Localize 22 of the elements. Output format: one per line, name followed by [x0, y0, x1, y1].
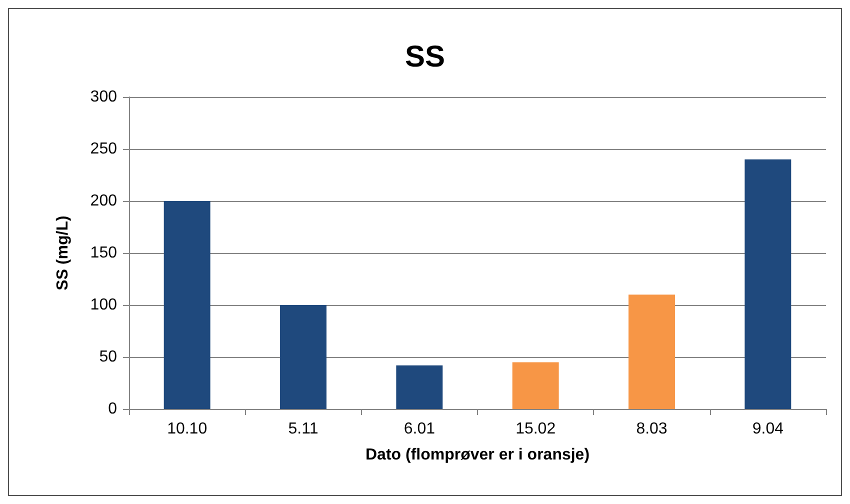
- bar: [744, 159, 792, 409]
- y-tick-label: 200: [90, 192, 118, 210]
- bar: [280, 305, 326, 409]
- y-tick-label: 0: [108, 400, 118, 418]
- x-tick-label: 10.10: [167, 420, 208, 438]
- x-axis-title: Dato (flomprøver er i oransje): [365, 446, 590, 464]
- x-tick-label: 9.04: [752, 420, 784, 438]
- y-tick-label: 100: [90, 296, 118, 314]
- x-tick-label: 15.02: [516, 420, 556, 438]
- x-tick-label: 8.03: [636, 420, 668, 438]
- y-tick-label: 150: [90, 244, 118, 262]
- y-axis-title: SS (mg/L): [54, 216, 72, 290]
- y-tick-label: 300: [90, 88, 118, 106]
- bar: [396, 365, 443, 409]
- bar: [164, 201, 210, 409]
- chart-title: SS: [404, 40, 446, 74]
- x-tick-label: 6.01: [404, 420, 436, 438]
- y-tick-label: 50: [99, 348, 118, 366]
- bar: [628, 294, 675, 409]
- bar: [512, 362, 559, 409]
- y-tick-label: 250: [90, 140, 118, 158]
- x-tick-label: 5.11: [288, 420, 318, 438]
